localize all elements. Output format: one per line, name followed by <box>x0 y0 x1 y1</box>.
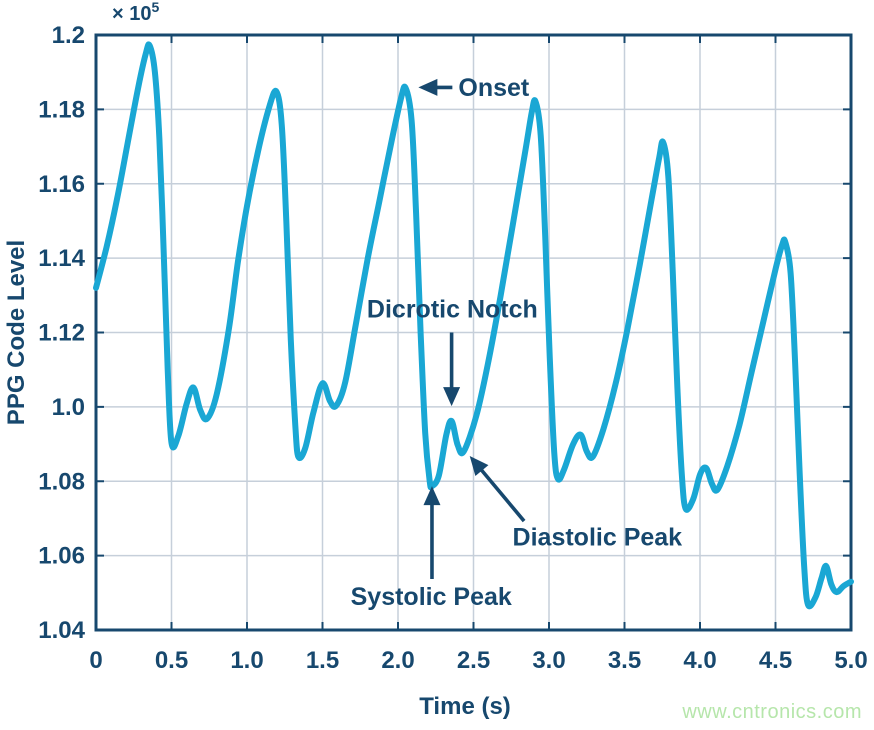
x-tick-label: 2.0 <box>381 647 414 674</box>
x-tick-label: 2.5 <box>457 647 490 674</box>
annotation-label: Systolic Peak <box>351 583 512 611</box>
gridlines <box>96 35 851 630</box>
ppg-waveform <box>93 41 854 610</box>
x-tick-label: 0.5 <box>155 647 188 674</box>
plot-border <box>94 33 853 632</box>
x-tick-label: 3.0 <box>532 647 565 674</box>
y-tick-label: 1.18 <box>38 96 85 123</box>
x-tick-label: 3.5 <box>608 647 641 674</box>
x-tick-label: 5.0 <box>834 647 867 674</box>
x-tick-labels: 0 0.5 1.0 1.5 2.0 2.5 3.0 3.5 4.0 4.5 5.0 <box>89 647 867 674</box>
annotation-arrowhead <box>443 387 461 407</box>
y-tick-labels: 1.2 1.18 1.16 1.14 1.12 1.0 1.08 1.06 1.04 <box>38 22 85 644</box>
y-tick-label: 1.04 <box>38 617 85 644</box>
annotation-diastolic-peak: Diastolic Peak <box>469 455 683 552</box>
annotation-dicrotic-notch: Dicrotic Notch <box>367 296 538 407</box>
annotation-arrowhead <box>423 486 441 506</box>
x-tick-label: 4.5 <box>759 647 792 674</box>
annotation-arrowhead <box>469 455 489 476</box>
y-tick-label: 1.14 <box>38 245 85 272</box>
annotation-arrowhead <box>418 78 438 96</box>
annotation-arrow-shaft <box>478 467 526 523</box>
x-tick-label: 1.0 <box>230 647 263 674</box>
x-tick-label: 4.0 <box>683 647 716 674</box>
annotation-onset: Onset <box>418 74 530 102</box>
y-tick-label: 1.12 <box>38 320 85 347</box>
y-tick-label: 1.08 <box>38 468 85 495</box>
y-tick-label: 1.2 <box>52 22 85 49</box>
annotation-label: Onset <box>458 74 530 102</box>
y-axis-multiplier: × 105 <box>112 0 159 25</box>
y-tick-label: 1.0 <box>52 394 85 421</box>
watermark: www.cntronics.com <box>682 701 862 723</box>
y-tick-label: 1.06 <box>38 543 85 570</box>
y-tick-label: 1.16 <box>38 171 85 198</box>
x-axis-label: Time (s) <box>419 693 511 720</box>
annotation-systolic-peak: Systolic Peak <box>351 486 512 611</box>
x-tick-label: 1.5 <box>306 647 339 674</box>
x-tick-label: 0 <box>89 647 102 674</box>
annotation-label: Dicrotic Notch <box>367 296 538 324</box>
y-axis-label: PPG Code Level <box>3 240 30 425</box>
annotation-label: Diastolic Peak <box>513 524 683 552</box>
